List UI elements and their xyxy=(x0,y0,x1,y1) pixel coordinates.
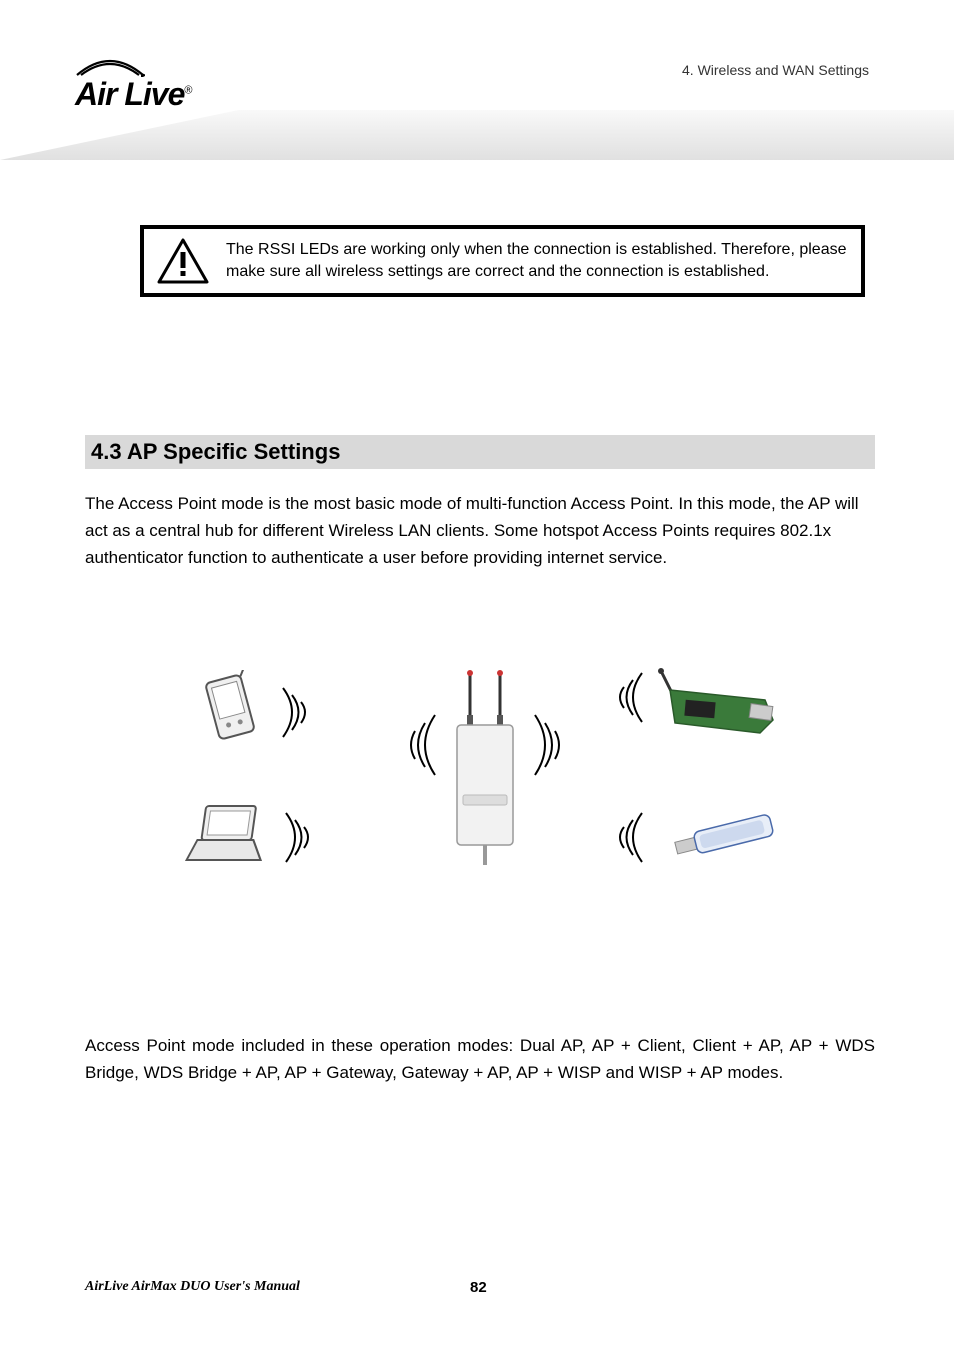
section-heading: 4.3 AP Specific Settings xyxy=(85,435,875,469)
logo-text: Air Live® xyxy=(75,76,191,113)
handheld-device-icon xyxy=(190,670,270,750)
warning-icon xyxy=(156,237,210,285)
radio-wave-icon xyxy=(278,805,323,875)
logo-brand: Air Live xyxy=(75,76,184,112)
modes-paragraph: Access Point mode included in these oper… xyxy=(85,1032,875,1086)
warning-text: The RSSI LEDs are working only when the … xyxy=(226,239,849,282)
logo-arc-icon xyxy=(75,55,145,77)
radio-wave-icon xyxy=(605,665,650,735)
radio-wave-icon xyxy=(395,705,445,790)
airlive-logo: Air Live® xyxy=(75,55,191,119)
page-footer: AirLive AirMax DUO User's Manual 82 xyxy=(85,1279,875,1295)
intro-paragraph: The Access Point mode is the most basic … xyxy=(85,490,875,572)
radio-wave-icon xyxy=(275,680,320,750)
radio-wave-icon xyxy=(525,705,575,790)
registered-mark: ® xyxy=(184,84,191,96)
warning-callout: The RSSI LEDs are working only when the … xyxy=(140,225,865,297)
usb-dongle-icon xyxy=(665,810,785,870)
laptop-icon xyxy=(185,800,275,875)
ap-mode-diagram xyxy=(190,650,790,930)
footer-page-number: 82 xyxy=(470,1279,487,1296)
radio-wave-icon xyxy=(605,805,650,875)
chapter-label: 4. Wireless and WAN Settings xyxy=(682,62,869,78)
footer-manual-title: AirLive AirMax DUO User's Manual xyxy=(85,1279,300,1295)
wifi-card-icon xyxy=(655,665,785,750)
access-point-icon xyxy=(445,665,525,870)
